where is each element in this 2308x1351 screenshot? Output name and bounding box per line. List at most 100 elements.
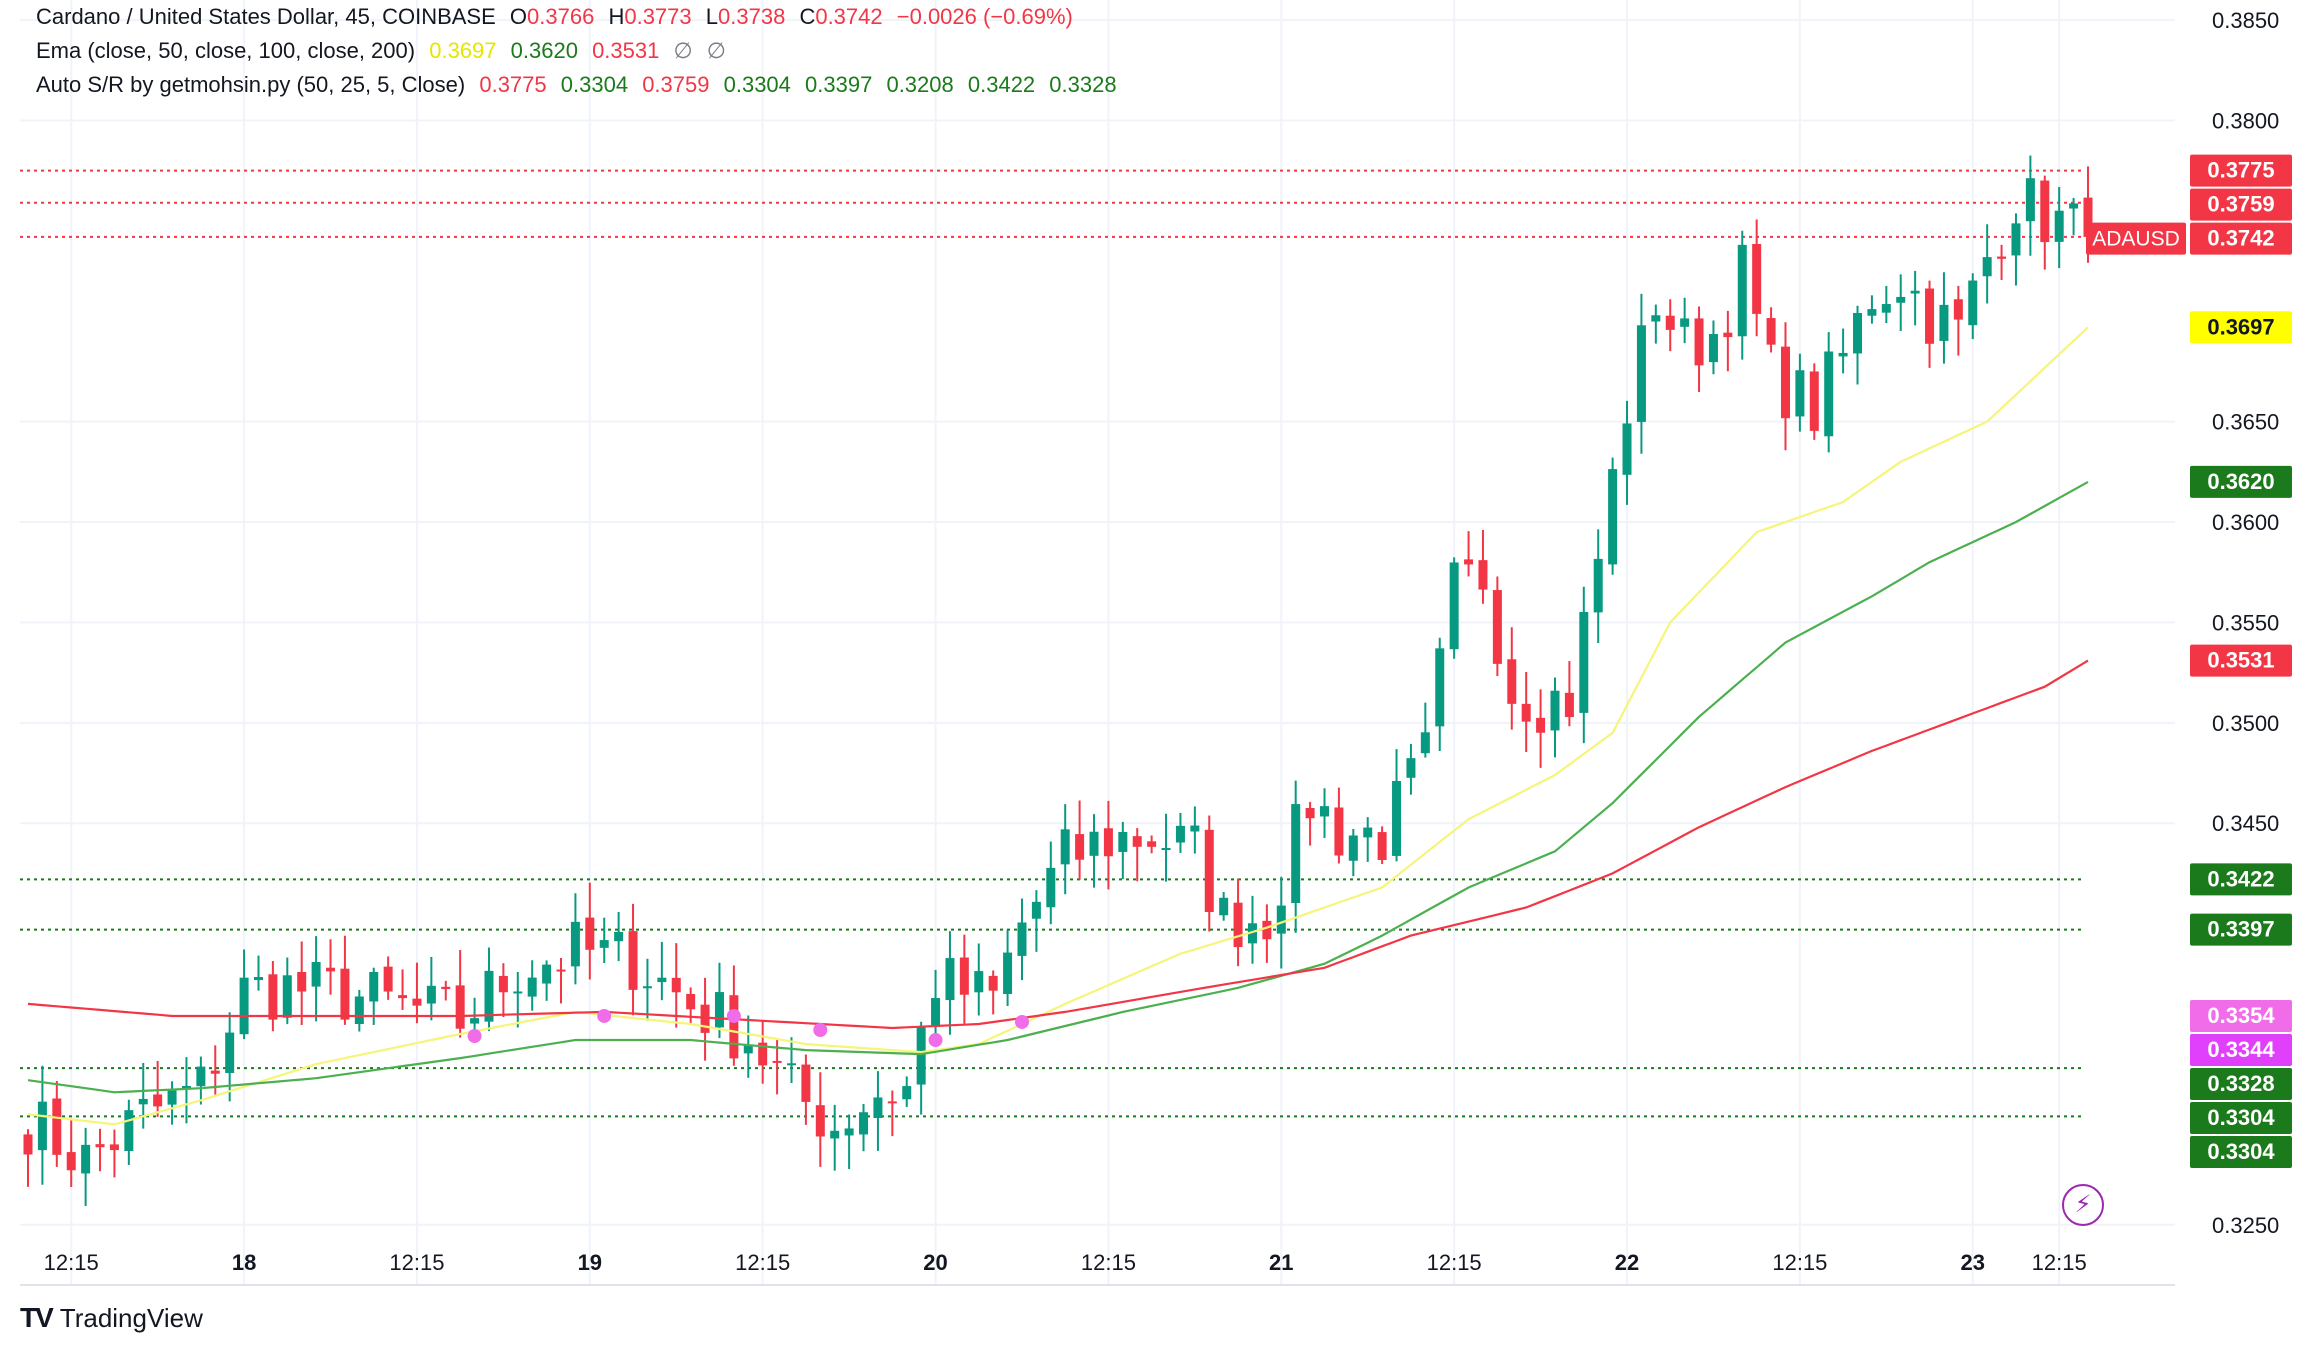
candle-body xyxy=(2011,223,2021,256)
sr-value-3: 0.3759 xyxy=(642,72,710,97)
candle-body xyxy=(412,998,422,1006)
candle-body xyxy=(830,1130,840,1139)
candle-body xyxy=(1464,559,1474,565)
x-tick-label: 18 xyxy=(232,1250,256,1275)
candle-body xyxy=(945,958,955,1001)
candle-body xyxy=(1925,288,1935,344)
candle-body xyxy=(95,1144,105,1148)
price-label-box xyxy=(2190,1101,2292,1134)
cross-marker xyxy=(726,1008,741,1023)
ema-value-200: 0.3531 xyxy=(592,38,660,63)
price-label-text: 0.3775 xyxy=(2207,158,2274,183)
candle-body xyxy=(513,991,523,994)
price-label-box xyxy=(2190,1067,2292,1100)
candle-body xyxy=(801,1064,811,1102)
ema-title: Ema (close, 50, close, 100, close, 200) xyxy=(36,38,416,63)
ohlc-high: H0.3773 xyxy=(608,4,692,29)
legend-ema-row[interactable]: Ema (close, 50, close, 100, close, 200) … xyxy=(36,38,734,64)
candle-body xyxy=(671,977,681,993)
candle-body xyxy=(1147,841,1157,847)
price-label-box xyxy=(2190,999,2292,1032)
axes[interactable]: 0.3850 0.3800 0.3650 0.3600 0.3550 0.3500 0.34… xyxy=(20,8,2279,1286)
sr-value-6: 0.3208 xyxy=(886,72,954,97)
ohlc-close: C0.3742 xyxy=(799,4,883,29)
ema-line-3 xyxy=(27,659,2089,1030)
candle-body xyxy=(1478,560,1488,590)
candle-body xyxy=(1132,836,1142,847)
candle-body xyxy=(628,931,638,990)
price-label-text: 0.3697 xyxy=(2207,314,2274,339)
grid-lines xyxy=(20,0,2175,1285)
candle-body xyxy=(1838,352,1848,357)
candle-body xyxy=(570,921,580,967)
candle-body xyxy=(859,1112,869,1135)
sr-value-8: 0.3328 xyxy=(1049,72,1117,97)
legend-symbol-row[interactable]: Cardano / United States Dollar, 45, COIN… xyxy=(36,4,1081,30)
y-tick-label: 0.3550 xyxy=(2212,610,2279,635)
candle-body xyxy=(542,964,552,984)
candle-body xyxy=(369,972,379,1002)
candle-body xyxy=(1305,808,1315,819)
sr-value-5: 0.3397 xyxy=(805,72,873,97)
candlesticks xyxy=(23,155,2093,1206)
y-tick-label: 0.3500 xyxy=(2212,711,2279,736)
candle-body xyxy=(1579,611,1589,713)
candle-body xyxy=(1089,831,1099,856)
candle-body xyxy=(484,970,494,1022)
sr-title: Auto S/R by getmohsin.py (50, 25, 5, Clo… xyxy=(36,72,466,97)
candle-body xyxy=(1118,831,1128,852)
candle-body xyxy=(253,977,263,981)
candle-body xyxy=(311,962,321,987)
candle-body xyxy=(1608,469,1618,565)
candle-body xyxy=(1752,243,1762,314)
candle-body xyxy=(1939,304,1949,341)
price-label-box xyxy=(2190,311,2292,344)
candle-body xyxy=(873,1097,883,1118)
price-label-text: 0.3397 xyxy=(2207,917,2274,942)
y-tick-label: 0.3800 xyxy=(2212,108,2279,133)
ema-value-100: 0.3620 xyxy=(510,38,578,63)
candle-body xyxy=(1651,315,1661,322)
candle-body xyxy=(686,993,696,1010)
candle-body xyxy=(210,1070,220,1074)
candle-body xyxy=(1982,257,1992,277)
candle-body xyxy=(714,992,724,1028)
price-label-box xyxy=(2190,863,2292,896)
legend-sr-row[interactable]: Auto S/R by getmohsin.py (50, 25, 5, Clo… xyxy=(36,72,1125,98)
y-tick-label: 0.3450 xyxy=(2212,811,2279,836)
candle-body xyxy=(1910,290,1920,294)
x-tick-label: 12:15 xyxy=(735,1250,790,1275)
ema-lines xyxy=(27,326,2089,1126)
candle-body xyxy=(297,972,307,992)
price-label-text: 0.3304 xyxy=(2207,1139,2275,1164)
candle-body xyxy=(1449,562,1459,650)
candle-body xyxy=(988,975,998,991)
lightning-icon[interactable]: ⚡ xyxy=(2062,1184,2104,1226)
candle-body xyxy=(585,917,595,950)
candle-body xyxy=(340,968,350,1020)
ema-value-50: 0.3697 xyxy=(429,38,497,63)
candle-body xyxy=(1233,902,1243,948)
candle-body xyxy=(1204,829,1214,912)
tradingview-logo[interactable]: TV TradingView xyxy=(20,1302,203,1334)
candle-body xyxy=(1103,828,1113,857)
x-tick-label: 19 xyxy=(578,1250,602,1275)
candle-body xyxy=(902,1086,912,1100)
x-tick-label: 23 xyxy=(1961,1250,1985,1275)
candle-body xyxy=(2069,203,2079,209)
candle-body xyxy=(642,986,652,989)
candle-body xyxy=(52,1098,62,1155)
candle-body xyxy=(1406,758,1416,778)
price-label-box xyxy=(2190,222,2292,255)
candle-body xyxy=(181,1085,191,1090)
candle-body xyxy=(729,995,739,1059)
price-label-box xyxy=(2190,913,2292,946)
ohlc-low: L0.3738 xyxy=(705,4,786,29)
price-labels: 0.3775 0.3759 0.3742 ADAUSD 0.3697 0.3620 0.35… xyxy=(2086,154,2292,1168)
candle-body xyxy=(1723,332,1733,338)
candle-body xyxy=(2025,178,2035,222)
support-resistance-lines xyxy=(20,169,2085,1118)
candle-body xyxy=(1017,922,1027,956)
candle-body xyxy=(1075,834,1085,860)
